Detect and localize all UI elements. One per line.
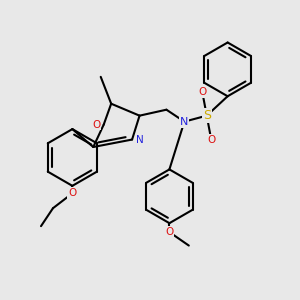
Text: O: O <box>198 87 206 97</box>
Text: O: O <box>68 188 76 198</box>
Text: O: O <box>165 227 173 237</box>
Text: O: O <box>207 134 215 145</box>
Text: N: N <box>136 134 143 145</box>
Text: N: N <box>180 117 188 127</box>
Text: S: S <box>203 109 211 122</box>
Text: O: O <box>92 120 100 130</box>
